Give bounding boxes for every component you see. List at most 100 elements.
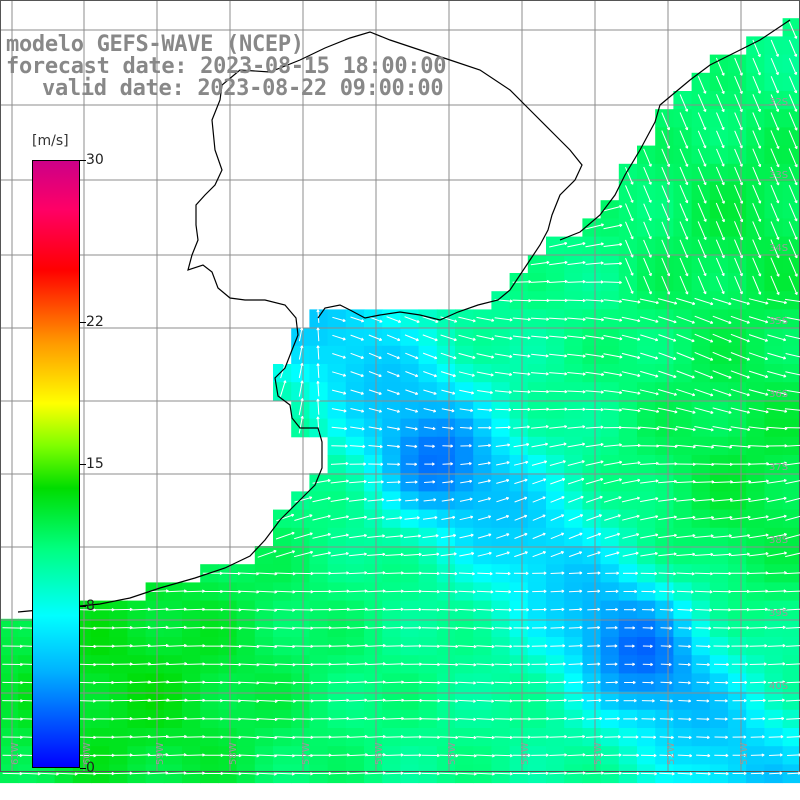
wind-arrow bbox=[440, 590, 458, 594]
wind-arrow bbox=[785, 552, 800, 558]
wind-arrow bbox=[367, 516, 385, 520]
wind-arrow bbox=[658, 552, 677, 557]
colorbar-tick-mark bbox=[80, 605, 86, 607]
wind-arrow bbox=[567, 477, 585, 485]
latitude-label: 40S bbox=[769, 681, 788, 692]
wind-arrow bbox=[734, 257, 743, 277]
wind-arrow bbox=[348, 497, 367, 502]
wind-arrow bbox=[441, 515, 456, 520]
wind-arrow bbox=[440, 533, 457, 539]
wind-arrow bbox=[550, 571, 565, 575]
latitude-label: 36S bbox=[769, 389, 788, 400]
wind-arrow bbox=[385, 625, 404, 630]
wind-arrow bbox=[257, 772, 277, 776]
wind-arrow bbox=[276, 513, 295, 522]
wind-arrow bbox=[752, 184, 762, 204]
wind-arrow bbox=[439, 681, 459, 685]
wind-arrow bbox=[531, 662, 549, 666]
wind-arrow bbox=[476, 663, 495, 667]
wind-arrow bbox=[330, 589, 350, 593]
wind-arrow bbox=[712, 388, 732, 397]
wind-arrow bbox=[439, 753, 459, 758]
wind-arrow bbox=[767, 698, 785, 702]
wind-arrow bbox=[366, 607, 386, 611]
wind-arrow bbox=[530, 389, 549, 394]
wind-arrow bbox=[748, 426, 769, 431]
wind-arrow bbox=[625, 185, 634, 203]
wind-arrow bbox=[731, 662, 748, 666]
wind-arrow bbox=[734, 112, 743, 131]
wind-arrow bbox=[298, 415, 304, 434]
wind-arrow bbox=[695, 626, 712, 630]
wind-arrow bbox=[532, 532, 546, 540]
wind-arrow bbox=[567, 442, 586, 448]
wind-arrow bbox=[603, 496, 622, 503]
wind-arrow bbox=[715, 276, 725, 295]
wind-arrow bbox=[697, 239, 707, 259]
wind-arrow bbox=[676, 370, 695, 379]
wind-arrow bbox=[770, 112, 780, 131]
wind-arrow bbox=[603, 242, 623, 247]
wind-arrow bbox=[477, 571, 493, 576]
wind-arrow bbox=[676, 352, 695, 361]
wind-arrow bbox=[697, 184, 707, 204]
wind-arrow bbox=[767, 316, 787, 323]
wind-arrow bbox=[421, 644, 440, 648]
wind-arrow bbox=[679, 221, 689, 240]
wind-arrow bbox=[424, 480, 436, 484]
wind-arrow bbox=[621, 461, 641, 466]
wind-arrow bbox=[531, 771, 549, 776]
wind-arrow bbox=[715, 75, 725, 94]
wind-arrow bbox=[731, 626, 750, 630]
wind-arrow bbox=[457, 644, 477, 649]
wind-arrow bbox=[586, 716, 603, 721]
wind-arrow bbox=[623, 571, 638, 575]
wind-arrow bbox=[567, 353, 586, 358]
wind-arrow bbox=[694, 426, 714, 432]
latitude-label: 32S bbox=[769, 97, 788, 108]
wind-arrow bbox=[386, 480, 401, 484]
wind-arrow bbox=[769, 771, 783, 775]
wind-arrow bbox=[368, 407, 382, 413]
wind-arrow bbox=[752, 112, 761, 131]
wind-arrow bbox=[785, 462, 800, 466]
wind-arrow bbox=[730, 370, 750, 379]
wind-arrow bbox=[550, 625, 565, 630]
wind-arrow bbox=[624, 680, 636, 685]
wind-arrow bbox=[423, 389, 437, 395]
wind-arrow bbox=[496, 514, 510, 521]
wind-arrow bbox=[621, 316, 641, 323]
wind-arrow bbox=[749, 644, 768, 648]
wind-arrow bbox=[730, 533, 751, 539]
wind-arrow bbox=[476, 335, 495, 341]
wind-arrow bbox=[512, 407, 531, 412]
wind-arrow bbox=[368, 352, 382, 360]
wind-arrow bbox=[787, 771, 800, 775]
wind-arrow bbox=[294, 532, 313, 540]
wind-arrow bbox=[330, 698, 350, 703]
wind-arrow bbox=[494, 317, 513, 322]
wind-arrow bbox=[585, 735, 603, 739]
wind-arrow bbox=[732, 771, 747, 776]
wind-arrow bbox=[767, 352, 787, 360]
wind-arrow bbox=[625, 258, 634, 276]
wind-arrow bbox=[531, 644, 548, 648]
wind-arrow bbox=[640, 753, 657, 758]
wind-arrow bbox=[495, 408, 512, 412]
wind-arrow bbox=[513, 644, 530, 648]
wind-arrow bbox=[586, 680, 601, 684]
wind-arrow bbox=[460, 426, 473, 430]
longitude-labels: 61W 60W 59W 58W 57W 56W 55W 54W 53W 52W 51W bbox=[10, 742, 750, 765]
wind-arrow bbox=[642, 608, 655, 612]
wind-arrow bbox=[423, 426, 436, 431]
wind-arrow bbox=[677, 608, 693, 612]
wind-arrow bbox=[531, 442, 549, 448]
wind-arrow bbox=[257, 754, 277, 758]
wind-arrow bbox=[788, 112, 798, 131]
wind-arrow bbox=[567, 716, 585, 721]
wind-arrow bbox=[514, 478, 528, 485]
wind-arrow bbox=[770, 239, 780, 259]
wind-arrow bbox=[496, 533, 510, 539]
wind-arrow bbox=[423, 498, 437, 502]
wind-arrow bbox=[531, 353, 549, 358]
